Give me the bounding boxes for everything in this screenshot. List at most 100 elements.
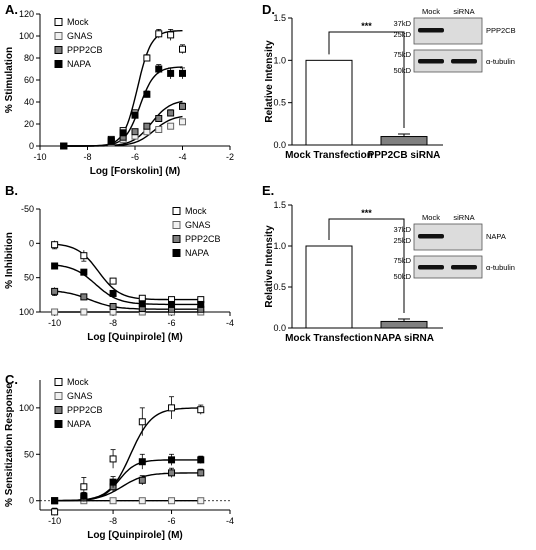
y-axis-title: % Inhibition xyxy=(4,232,15,289)
blot-header-sirna: siRNA xyxy=(453,213,474,222)
bar-mock-transfection xyxy=(305,245,353,329)
significance-stars: *** xyxy=(361,208,372,218)
legend-label-napa: NAPA xyxy=(67,59,91,69)
y-tick-label: 0 xyxy=(29,141,34,151)
data-point-mock xyxy=(143,54,151,62)
legend-marker-napa xyxy=(54,420,63,428)
blot-band-control-mock xyxy=(418,265,444,270)
legend-marker-ppp2cb xyxy=(54,46,63,54)
data-point-ppp2cb xyxy=(155,115,163,122)
significance-stars: *** xyxy=(361,21,372,31)
data-point-gnas xyxy=(80,308,88,316)
data-point-gnas xyxy=(179,118,186,126)
blot-marker-25kd: 25kD xyxy=(393,236,411,245)
legend-marker-mock xyxy=(54,378,63,386)
y-tick-label: 0.0 xyxy=(273,140,286,150)
y-tick-label: 120 xyxy=(19,9,34,19)
legend-marker-mock xyxy=(172,207,181,215)
legend-marker-napa xyxy=(54,60,63,68)
x-tick-label: -10 xyxy=(48,516,61,526)
data-point-ppp2cb xyxy=(138,476,146,484)
data-point-napa xyxy=(60,142,68,150)
legend-marker-napa xyxy=(172,249,181,257)
y-tick-label: 100 xyxy=(19,403,34,413)
data-point-mock xyxy=(168,404,176,412)
category-label: PPP2CB siRNA xyxy=(368,150,441,161)
blot-band-control-sirna xyxy=(451,265,477,270)
data-point-mock xyxy=(109,277,117,285)
y-tick-label: 80 xyxy=(24,53,34,63)
data-point-gnas xyxy=(155,126,163,133)
blot-control-panel xyxy=(413,255,483,279)
blot-header-mock: Mock xyxy=(422,7,440,16)
legend-label-gnas: GNAS xyxy=(67,391,93,401)
data-point-gnas xyxy=(138,497,146,505)
y-tick-label: 100 xyxy=(19,31,34,41)
data-point-napa xyxy=(168,456,176,464)
data-point-gnas xyxy=(51,308,59,316)
x-tick-label: -10 xyxy=(48,318,61,328)
blot-marker-50kd: 50kD xyxy=(393,66,411,75)
knockdown-bar-chart-napa: 0.0 0.5 1.0 1.5 Relative Intensity Mock Trans… xyxy=(264,200,515,341)
legend-marker-mock xyxy=(54,18,63,26)
data-point-napa xyxy=(197,300,205,308)
x-axis-title: Log [Quinpirole] (M) xyxy=(87,530,183,541)
y-axis-title: Relative Intensity xyxy=(264,40,275,123)
x-tick-label: -6 xyxy=(131,152,139,162)
category-label: NAPA siRNA xyxy=(374,333,434,341)
panel-label-d: D. xyxy=(262,2,275,17)
legend-label-napa: NAPA xyxy=(67,419,91,429)
blot-control-label: α-tubulin xyxy=(486,263,515,272)
data-point-ppp2cb xyxy=(143,122,151,130)
data-point-napa xyxy=(109,289,117,297)
data-point-napa xyxy=(131,111,139,119)
y-tick-label: 1.5 xyxy=(273,200,286,210)
blot-band-control-sirna xyxy=(451,59,477,64)
bar-napa-sirna xyxy=(380,320,428,329)
data-point-mock xyxy=(167,31,175,39)
data-point-mock xyxy=(197,406,205,414)
bar-ppp2cb-sirna xyxy=(380,136,428,146)
data-point-napa xyxy=(107,137,115,144)
data-point-mock xyxy=(80,483,88,491)
y-tick-label: 40 xyxy=(24,97,34,107)
data-point-mock xyxy=(138,418,146,426)
data-point-napa xyxy=(51,262,59,270)
y-tick-label: 50 xyxy=(24,449,34,459)
data-point-gnas xyxy=(167,122,175,130)
y-tick-label: -50 xyxy=(21,204,34,214)
data-point-ppp2cb xyxy=(167,109,175,117)
legend-marker-ppp2cb xyxy=(54,406,63,414)
x-tick-label: -6 xyxy=(168,516,176,526)
significance-bracket xyxy=(328,31,405,128)
data-point-ppp2cb xyxy=(179,102,186,110)
y-axis-title: Relative Intensity xyxy=(264,225,275,308)
y-tick-label: 0.5 xyxy=(273,98,286,108)
blot-marker-37kd: 37kD xyxy=(393,225,411,234)
y-tick-label: 1.0 xyxy=(273,241,286,251)
knockdown-bar-chart-ppp2cb: 0.0 0.5 1.0 1.5 Relative Intensity Mock Trans… xyxy=(264,7,516,161)
data-point-napa xyxy=(109,478,117,486)
legend-label-ppp2cb: PPP2CB xyxy=(67,45,103,55)
legend-marker-gnas xyxy=(54,32,63,40)
fit-curve-ppp2cb xyxy=(54,472,201,502)
legend-label-napa: NAPA xyxy=(185,248,209,258)
blot-band-target-mock xyxy=(418,28,444,33)
data-point-napa xyxy=(197,456,205,464)
data-point-ppp2cb xyxy=(131,128,139,136)
significance-bracket xyxy=(328,218,405,313)
blot-header-mock: Mock xyxy=(422,213,440,222)
data-point-mock xyxy=(51,508,59,516)
legend-label-mock: Mock xyxy=(67,377,89,387)
blot-header-sirna: siRNA xyxy=(453,7,474,16)
data-point-mock xyxy=(155,30,163,38)
panel-label-b: B. xyxy=(5,183,18,198)
y-tick-label: 0.0 xyxy=(273,323,286,333)
data-point-ppp2cb xyxy=(197,469,205,477)
legend-marker-ppp2cb xyxy=(172,235,181,243)
data-point-ppp2cb xyxy=(168,469,176,477)
data-point-napa xyxy=(80,268,88,276)
blot-band-target-mock xyxy=(418,234,444,239)
blot-marker-75kd: 75kD xyxy=(393,50,411,59)
data-point-napa xyxy=(143,90,151,98)
